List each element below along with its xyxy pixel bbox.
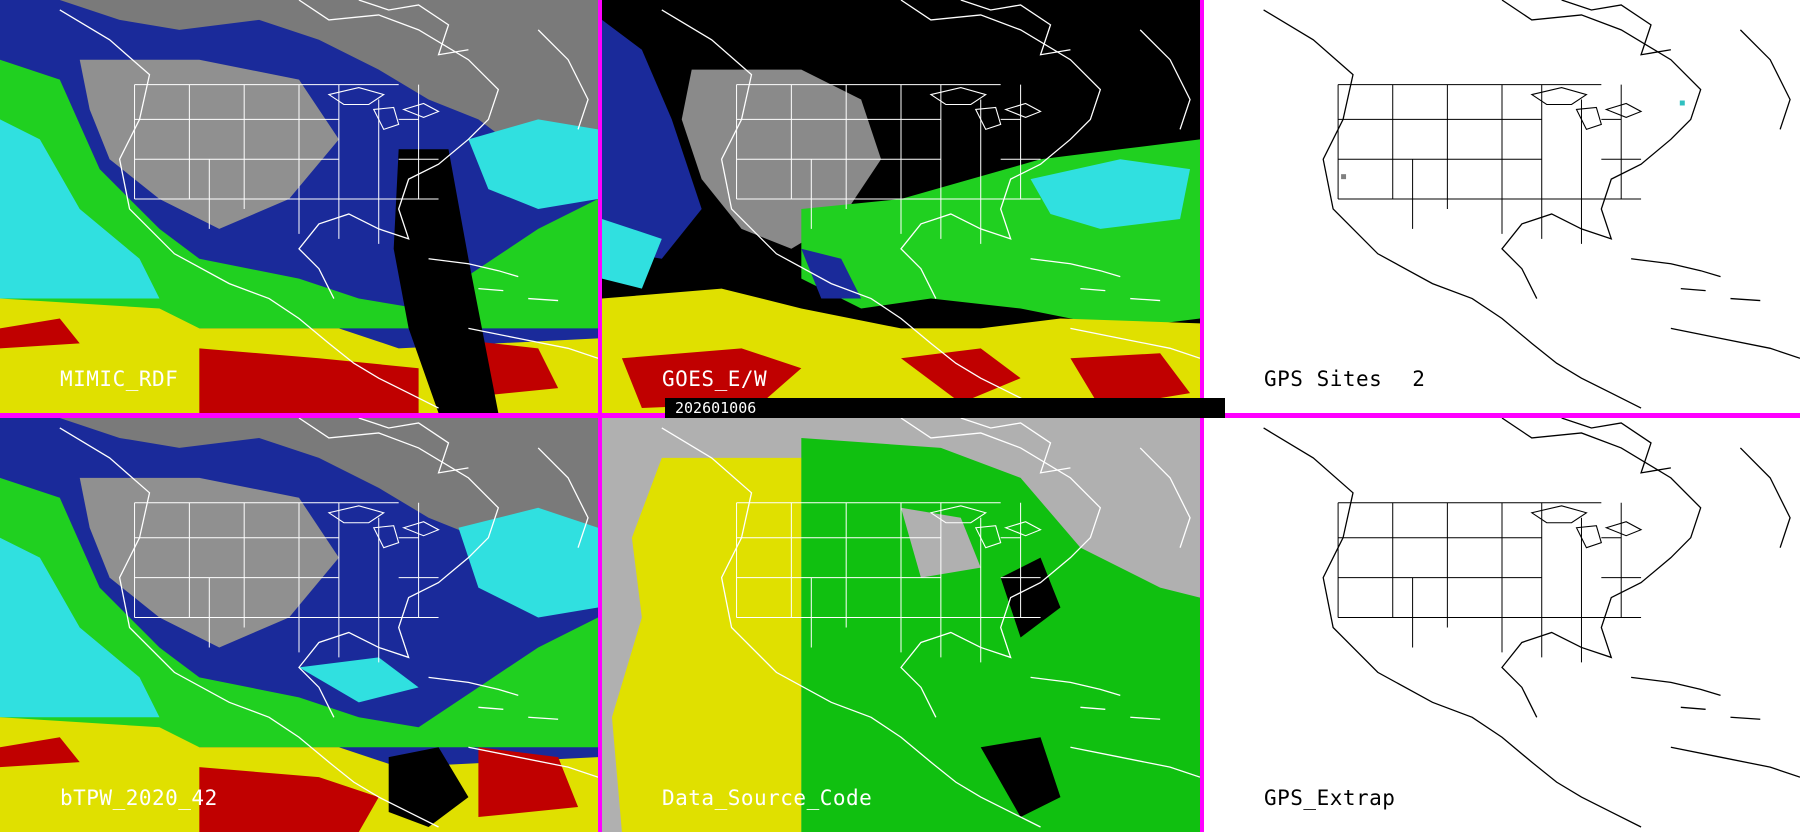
gps-site-marker <box>1679 100 1685 106</box>
panel-data-source: Data_Source_Code <box>602 418 1200 832</box>
gps-sites-count: 2 <box>1412 367 1426 391</box>
btpw-map <box>0 418 598 832</box>
goes-ew-map <box>602 0 1200 413</box>
panel-label-gps-sites: GPS Sites 2 <box>1264 367 1425 391</box>
panel-gps-extrap: GPS_Extrap <box>1204 418 1800 832</box>
mimic-rdf-map <box>0 0 598 413</box>
data-source-map <box>602 418 1200 832</box>
panel-label-data-source: Data_Source_Code <box>662 786 873 810</box>
panel-label-mimic-rdf: MIMIC_RDF <box>60 367 179 391</box>
gps-extrap-map <box>1204 418 1800 832</box>
panel-btpw: bTPW_2020_42 <box>0 418 598 832</box>
panel-gps-sites: GPS Sites 2 <box>1204 0 1800 413</box>
gps-sites-map <box>1204 0 1800 413</box>
panel-goes-ew: GOES_E/W <box>602 0 1200 413</box>
panel-label-btpw: bTPW_2020_42 <box>60 786 218 810</box>
gps-site-marker <box>1341 174 1347 180</box>
panel-label-gps-extrap: GPS_Extrap <box>1264 786 1396 810</box>
panel-mimic-rdf: MIMIC_RDF <box>0 0 598 413</box>
panel-label-goes-ew: GOES_E/W <box>662 367 768 391</box>
gps-sites-title: GPS Sites <box>1264 367 1383 391</box>
date-stamp: 202601006 <box>665 398 1225 418</box>
